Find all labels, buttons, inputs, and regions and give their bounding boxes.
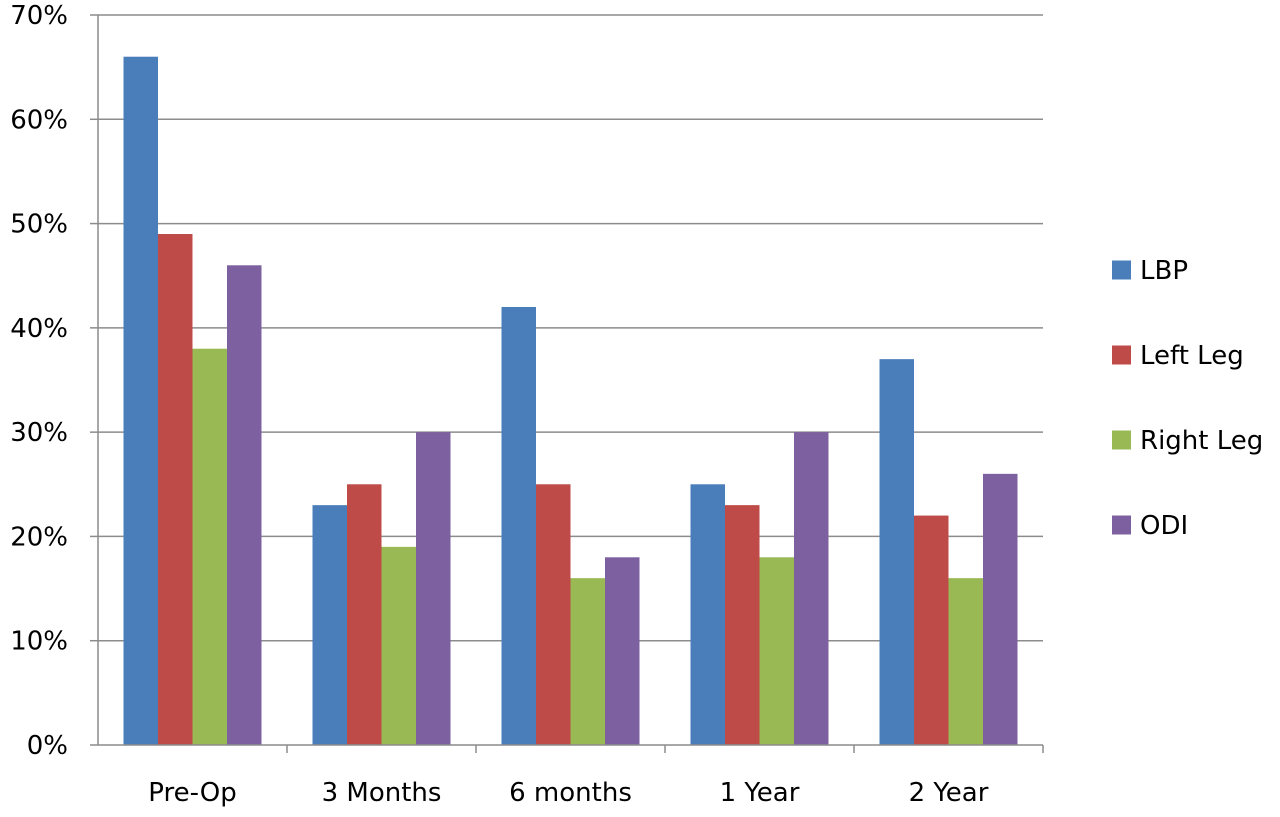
- axes: 0% 10% 20% 30% 40% 50% 60% 70% Pre-Op 3 Months 6 m…: [10, 1, 1044, 808]
- y-tick-label: 40%: [10, 314, 68, 344]
- bar-lbp-2-year: [879, 359, 914, 745]
- x-tick-label: Pre-Op: [148, 778, 236, 808]
- bar-odi-6-months: [605, 557, 640, 745]
- bar-left-leg-pre-op: [158, 234, 193, 745]
- x-tick-label: 3 Months: [322, 778, 442, 808]
- bar-left-leg-3-months: [347, 484, 382, 745]
- bar-lbp-1-year: [690, 484, 725, 745]
- x-tick-label: 2 Year: [909, 778, 989, 808]
- bar-odi-pre-op: [227, 265, 262, 745]
- legend-label: ODI: [1140, 511, 1188, 541]
- legend-swatch: [1112, 430, 1131, 450]
- bar-lbp-6-months: [501, 307, 536, 745]
- bar-left-leg-2-year: [914, 515, 949, 745]
- legend-label: Left Leg: [1140, 341, 1244, 371]
- y-tick-label: 10%: [10, 627, 68, 657]
- x-tick-label: 1 Year: [720, 778, 800, 808]
- bar-left-leg-1-year: [725, 505, 760, 745]
- bar-odi-1-year: [794, 432, 829, 745]
- bar-lbp-pre-op: [123, 56, 158, 745]
- y-tick-label: 0%: [27, 731, 68, 761]
- bar-right-leg-6-months: [570, 578, 605, 745]
- bar-lbp-3-months: [312, 505, 347, 745]
- bar-left-leg-6-months: [536, 484, 571, 745]
- bar-odi-2-year: [983, 473, 1018, 745]
- bar-right-leg-3-months: [381, 546, 416, 745]
- bar-right-leg-1-year: [759, 557, 794, 745]
- bars: [123, 56, 1018, 745]
- bar-odi-3-months: [416, 432, 451, 745]
- legend-swatch: [1112, 515, 1131, 535]
- legend: LBP Left Leg Right Leg ODI: [1112, 256, 1263, 541]
- y-tick-label: 20%: [10, 522, 68, 552]
- y-tick-label: 70%: [10, 1, 68, 31]
- legend-label: LBP: [1140, 256, 1188, 286]
- bar-right-leg-2-year: [948, 578, 983, 745]
- legend-swatch: [1112, 260, 1131, 280]
- x-tick-label: 6 months: [509, 778, 632, 808]
- legend-swatch: [1112, 345, 1131, 365]
- y-tick-label: 30%: [10, 418, 68, 448]
- y-tick-label: 50%: [10, 210, 68, 240]
- bar-right-leg-pre-op: [192, 348, 227, 745]
- y-tick-label: 60%: [10, 105, 68, 135]
- legend-label: Right Leg: [1140, 426, 1263, 456]
